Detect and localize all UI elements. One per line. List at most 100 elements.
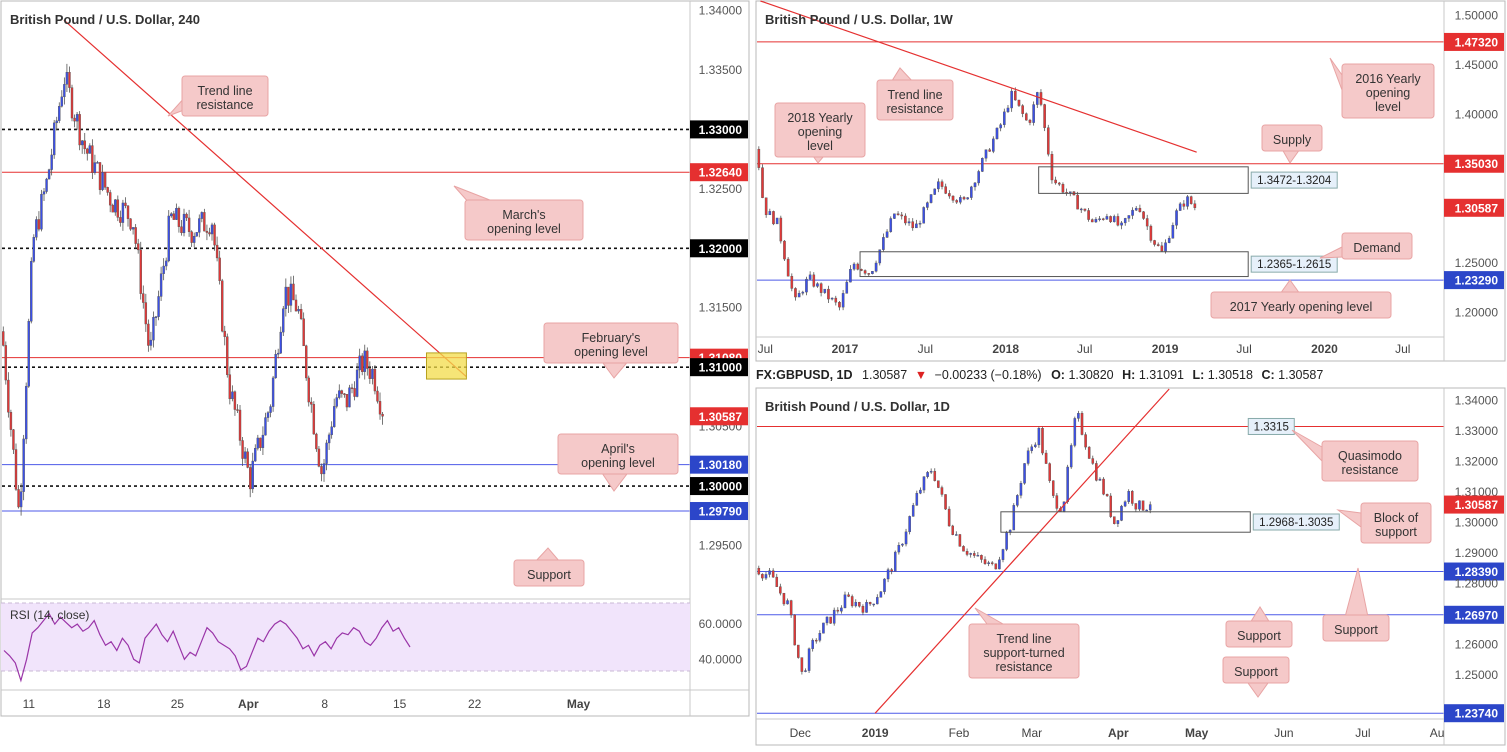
h4-candle-body [292, 283, 295, 301]
svg-text:FX:GBPUSD, 1D 1.30587: FX:GBPUSD, 1D 1.30587 ▼ −0.00233 (−0.18%… [756, 368, 1323, 382]
w1-candle-body [1116, 216, 1120, 226]
h4-candle-body [42, 191, 46, 195]
h4-y-tick-label: 1.33500 [699, 63, 743, 77]
callout-h4-support: Support [513, 547, 585, 587]
w1-candle-body [937, 181, 940, 190]
h4-candle-body [144, 302, 148, 325]
w1-candle-body [1105, 216, 1109, 220]
h4-candle-body [261, 434, 265, 448]
w1-candle-body [768, 211, 772, 216]
h4-candle-body [297, 309, 300, 312]
callout-w-2016: 2016 Yearly opening level [1329, 57, 1435, 119]
info-close: 1.30587 [1278, 368, 1323, 382]
d1-candle-body [1087, 446, 1091, 459]
h4-candle-body [381, 413, 384, 417]
w1-candle-body [764, 197, 768, 216]
w1-candle-body [871, 271, 874, 274]
d1-chart: 1.2968-1.3035 1.3315 1.28390 1.26970 1.2374… [756, 388, 1504, 745]
w1-candle-body [955, 200, 958, 203]
w1-candle-body [1123, 218, 1127, 224]
d1-candle-body [969, 553, 972, 555]
d1-candle-body [911, 505, 915, 517]
w1-candle-body [933, 188, 937, 195]
d1-candle-body [1041, 428, 1044, 454]
h4-candle-body [243, 451, 247, 459]
callout-box [1222, 656, 1290, 684]
h4-candle-body [218, 257, 221, 281]
d1-candle-body [825, 616, 829, 624]
w1-candle-body [1186, 196, 1189, 207]
d1-candle-body [1019, 483, 1023, 496]
h4-x-tick-label: 18 [97, 697, 111, 711]
h4-candle-body [266, 412, 270, 418]
callout-box [1360, 502, 1432, 544]
d1-candle-body [1130, 491, 1134, 504]
d1-zone-box [1000, 511, 1251, 533]
callout-text: Trend line support-turned resistance [983, 632, 1064, 674]
d1-candle-body [937, 480, 940, 488]
h4-candle-body [376, 390, 379, 402]
callout-d-block: Block of support [1336, 502, 1432, 544]
h4-candle-body [45, 178, 48, 192]
h4-candle-body [154, 316, 158, 318]
callout-box [513, 559, 585, 587]
h4-candle-body [121, 202, 125, 223]
d1-candle-body [901, 543, 904, 546]
h4-candle-body [228, 374, 232, 400]
h4-candle-body [368, 368, 372, 379]
d1-candle-body [1134, 503, 1138, 510]
h4-candle-body [40, 193, 43, 230]
h4-candle-body [52, 122, 56, 156]
h4-candle-body [241, 440, 244, 459]
w1-candle-body [838, 301, 841, 308]
d1-candle-body [1016, 495, 1019, 506]
h4-candle-body [325, 442, 328, 464]
callout-box [464, 199, 584, 241]
w1-zone-label: 1.2365-1.2615 [1257, 259, 1331, 271]
callout-h4-march: March's opening level [453, 185, 584, 241]
h4-candle-body [226, 336, 229, 375]
callout-box [1261, 124, 1323, 152]
d1-candle-body [1069, 445, 1073, 468]
callout-d-qm: Quasimodo resistance [1291, 429, 1419, 482]
d1-candle-body [972, 553, 976, 556]
h4-candle-body [108, 192, 112, 206]
symbol-info-line: FX:GBPUSD, 1D 1.30587 ▼ −0.00233 (−0.18%… [756, 368, 1323, 382]
h4-candle-body [238, 409, 242, 441]
d1-candle-body [893, 551, 897, 572]
callout-box [876, 79, 954, 121]
h4-price-tag-label: 1.33000 [699, 123, 743, 137]
h4-candle-body [114, 199, 117, 213]
w1-candle-body [1167, 237, 1171, 243]
d1-candle-body [990, 562, 994, 564]
w1-candle-body [790, 276, 794, 289]
w1-candle-body [926, 202, 929, 208]
callout-text: 2017 Yearly opening level [1230, 300, 1372, 314]
w1-candle-body [900, 214, 904, 217]
w1-candle-body [757, 148, 761, 168]
h4-rsi-tick-label: 40.0000 [699, 652, 743, 666]
h4-price-tag [690, 502, 748, 521]
w1-candle-body [1182, 203, 1186, 207]
callout-w-trend: Trend line resistance [876, 67, 954, 121]
w1-candle-body [948, 193, 951, 197]
d1-candle-body [955, 534, 958, 536]
h4-price-tag-label: 1.32000 [699, 242, 743, 256]
w1-candle-body [1046, 127, 1050, 155]
h4-candle-body [35, 219, 38, 238]
w1-candle-body [959, 197, 962, 203]
h4-candle-body [103, 172, 107, 188]
w1-candle-body [896, 213, 900, 216]
h4-candle-body [353, 388, 356, 397]
w1-candle-body [995, 127, 999, 140]
h4-y-tick-label: 1.29500 [699, 539, 743, 553]
callout-box [1321, 440, 1419, 482]
w1-zone-label: 1.3472-1.3204 [1257, 175, 1332, 187]
h4-candle-body [358, 355, 361, 371]
h4-rsi-line [3, 612, 411, 683]
d1-candle-body [1098, 478, 1102, 481]
w1-candle-body [1032, 104, 1035, 123]
w1-candle-body [1134, 207, 1138, 211]
w1-x-tick-label: Jul [918, 342, 933, 356]
